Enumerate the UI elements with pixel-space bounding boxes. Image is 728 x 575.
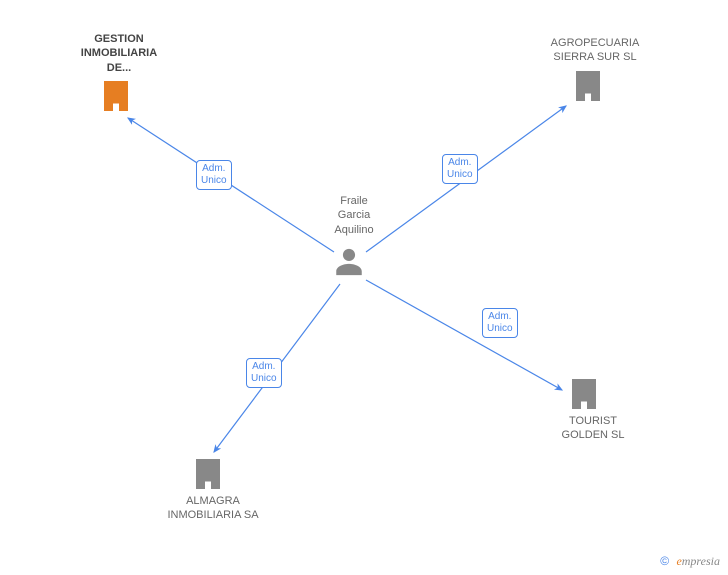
footer-brand-rest: mpresia — [682, 554, 720, 568]
building-path-gestion — [104, 81, 128, 111]
building-icon-tourist — [566, 376, 602, 417]
building-path-tourist — [572, 379, 596, 409]
person-path — [336, 249, 362, 275]
person-icon — [332, 244, 366, 283]
footer: © empresia — [660, 554, 720, 569]
node-label-gestion: GESTION INMOBILIARIA DE... — [64, 32, 174, 75]
node-label-tourist: TOURIST GOLDEN SL — [548, 414, 638, 443]
building-icon-almagra — [190, 456, 226, 497]
edge-label-almagra: Adm. Unico — [246, 358, 282, 388]
building-icon-agropecuaria — [570, 68, 606, 109]
building-path-almagra — [196, 459, 220, 489]
edge-label-gestion: Adm. Unico — [196, 160, 232, 190]
node-label-agropecuaria: AGROPECUARIA SIERRA SUR SL — [530, 36, 660, 65]
building-path-agropecuaria — [576, 71, 600, 101]
center-person-label: Fraile Garcia Aquilino — [324, 194, 384, 237]
edge-line-tourist — [366, 280, 562, 390]
edge-label-tourist: Adm. Unico — [482, 308, 518, 338]
footer-copyright: © — [660, 554, 669, 568]
edge-label-agropecuaria: Adm. Unico — [442, 154, 478, 184]
node-label-almagra: ALMAGRA INMOBILIARIA SA — [148, 494, 278, 523]
building-icon-gestion — [98, 78, 134, 119]
